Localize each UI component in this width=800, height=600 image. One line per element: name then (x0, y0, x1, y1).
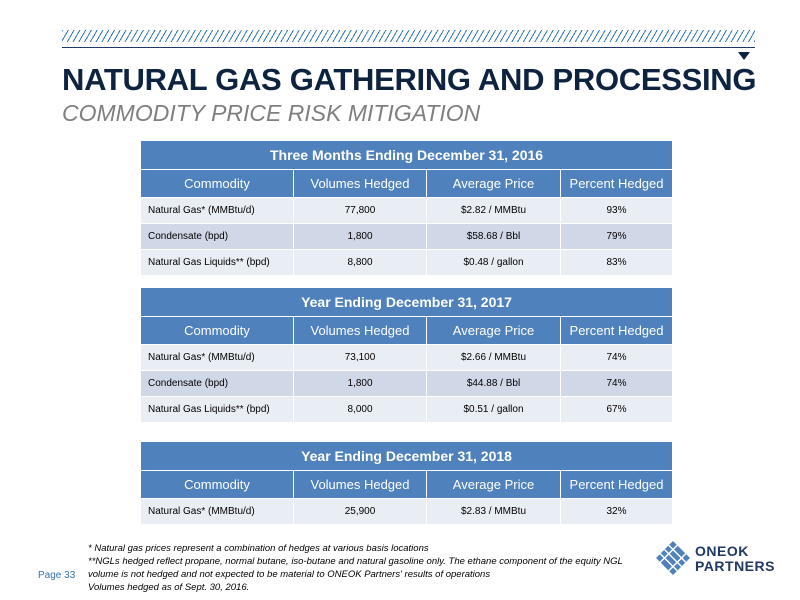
table-period-heading: Year Ending December 31, 2017 (139, 287, 674, 317)
price-cell: $2.82 / MMBtu (426, 197, 561, 224)
table-row: Natural Gas* (MMBtu/d) 77,800 $2.82 / MM… (140, 197, 674, 224)
logo-wordmark: ONEOK PARTNERS (695, 544, 775, 574)
footnotes: * Natural gas prices represent a combina… (88, 542, 623, 594)
table-row: Natural Gas* (MMBtu/d) 25,900 $2.83 / MM… (140, 498, 674, 525)
price-cell: $44.88 / Bbl (426, 370, 561, 397)
percent-cell: 74% (559, 370, 674, 397)
price-cell: $2.83 / MMBtu (426, 498, 561, 525)
footnote-line: volume is not hedged and not expected to… (88, 569, 491, 580)
column-header-percent: Percent Hedged (559, 470, 674, 499)
percent-cell: 32% (559, 498, 674, 525)
page-subtitle: COMMODITY PRICE RISK MITIGATION (62, 100, 481, 126)
column-header-price: Average Price (426, 316, 561, 345)
table-row: Condensate (bpd) 1,800 $58.68 / Bbl 79% (140, 223, 674, 250)
page-title: NATURAL GAS GATHERING AND PROCESSING (62, 62, 757, 97)
footnote-line: **NGLs hedged reflect propane, normal bu… (88, 556, 623, 567)
column-header-commodity: Commodity (140, 470, 294, 499)
commodity-cell: Natural Gas Liquids** (bpd) (140, 396, 294, 423)
commodity-cell: Condensate (bpd) (140, 223, 294, 250)
volume-cell: 1,800 (293, 370, 427, 397)
price-cell: $0.51 / gallon (426, 396, 561, 423)
hedge-table-2017: Year Ending December 31, 2017 Commodity … (139, 287, 674, 423)
volume-cell: 25,900 (293, 498, 427, 525)
price-cell: $58.68 / Bbl (426, 223, 561, 250)
volume-cell: 8,000 (293, 396, 427, 423)
column-header-volumes: Volumes Hedged (293, 470, 427, 499)
column-header-price: Average Price (426, 470, 561, 499)
table-row: Condensate (bpd) 1,800 $44.88 / Bbl 74% (140, 370, 674, 397)
hedge-table-2018: Year Ending December 31, 2018 Commodity … (139, 441, 674, 525)
commodity-cell: Natural Gas* (MMBtu/d) (140, 197, 294, 224)
hedge-table-2016-q4: Three Months Ending December 31, 2016 Co… (139, 140, 674, 276)
commodity-cell: Natural Gas Liquids** (bpd) (140, 249, 294, 276)
footnote-line: * Natural gas prices represent a combina… (88, 543, 429, 554)
percent-cell: 93% (559, 197, 674, 224)
oneok-partners-logo: ONEOK PARTNERS (655, 538, 774, 578)
column-header-volumes: Volumes Hedged (293, 316, 427, 345)
percent-cell: 79% (559, 223, 674, 250)
table-row: Natural Gas* (MMBtu/d) 73,100 $2.66 / MM… (140, 344, 674, 371)
price-cell: $2.66 / MMBtu (426, 344, 561, 371)
commodity-cell: Natural Gas* (MMBtu/d) (140, 498, 294, 525)
commodity-cell: Natural Gas* (MMBtu/d) (140, 344, 294, 371)
column-header-percent: Percent Hedged (559, 316, 674, 345)
triangle-down-icon (738, 52, 750, 60)
price-cell: $0.48 / gallon (426, 249, 561, 276)
volume-cell: 73,100 (293, 344, 427, 371)
footnote-line: Volumes hedged as of Sept. 30, 2016. (88, 582, 250, 593)
commodity-cell: Condensate (bpd) (140, 370, 294, 397)
column-header-volumes: Volumes Hedged (293, 169, 427, 198)
column-header-commodity: Commodity (140, 316, 294, 345)
percent-cell: 74% (559, 344, 674, 371)
logo-line-2: PARTNERS (695, 558, 775, 574)
oneok-diamond-logo-icon (656, 541, 690, 575)
column-header-percent: Percent Hedged (559, 169, 674, 198)
table-period-heading: Three Months Ending December 31, 2016 (139, 140, 674, 170)
table-row: Natural Gas Liquids** (bpd) 8,800 $0.48 … (140, 249, 674, 276)
percent-cell: 83% (559, 249, 674, 276)
table-row: Natural Gas Liquids** (bpd) 8,000 $0.51 … (140, 396, 674, 423)
volume-cell: 1,800 (293, 223, 427, 250)
volume-cell: 77,800 (293, 197, 427, 224)
header-rule (62, 47, 755, 48)
volume-cell: 8,800 (293, 249, 427, 276)
table-period-heading: Year Ending December 31, 2018 (139, 441, 674, 471)
percent-cell: 67% (559, 396, 674, 423)
decorative-hatch-band (62, 30, 755, 42)
column-header-commodity: Commodity (140, 169, 294, 198)
logo-line-1: ONEOK (695, 543, 749, 559)
column-header-price: Average Price (426, 169, 561, 198)
page-number: Page 33 (38, 570, 76, 581)
